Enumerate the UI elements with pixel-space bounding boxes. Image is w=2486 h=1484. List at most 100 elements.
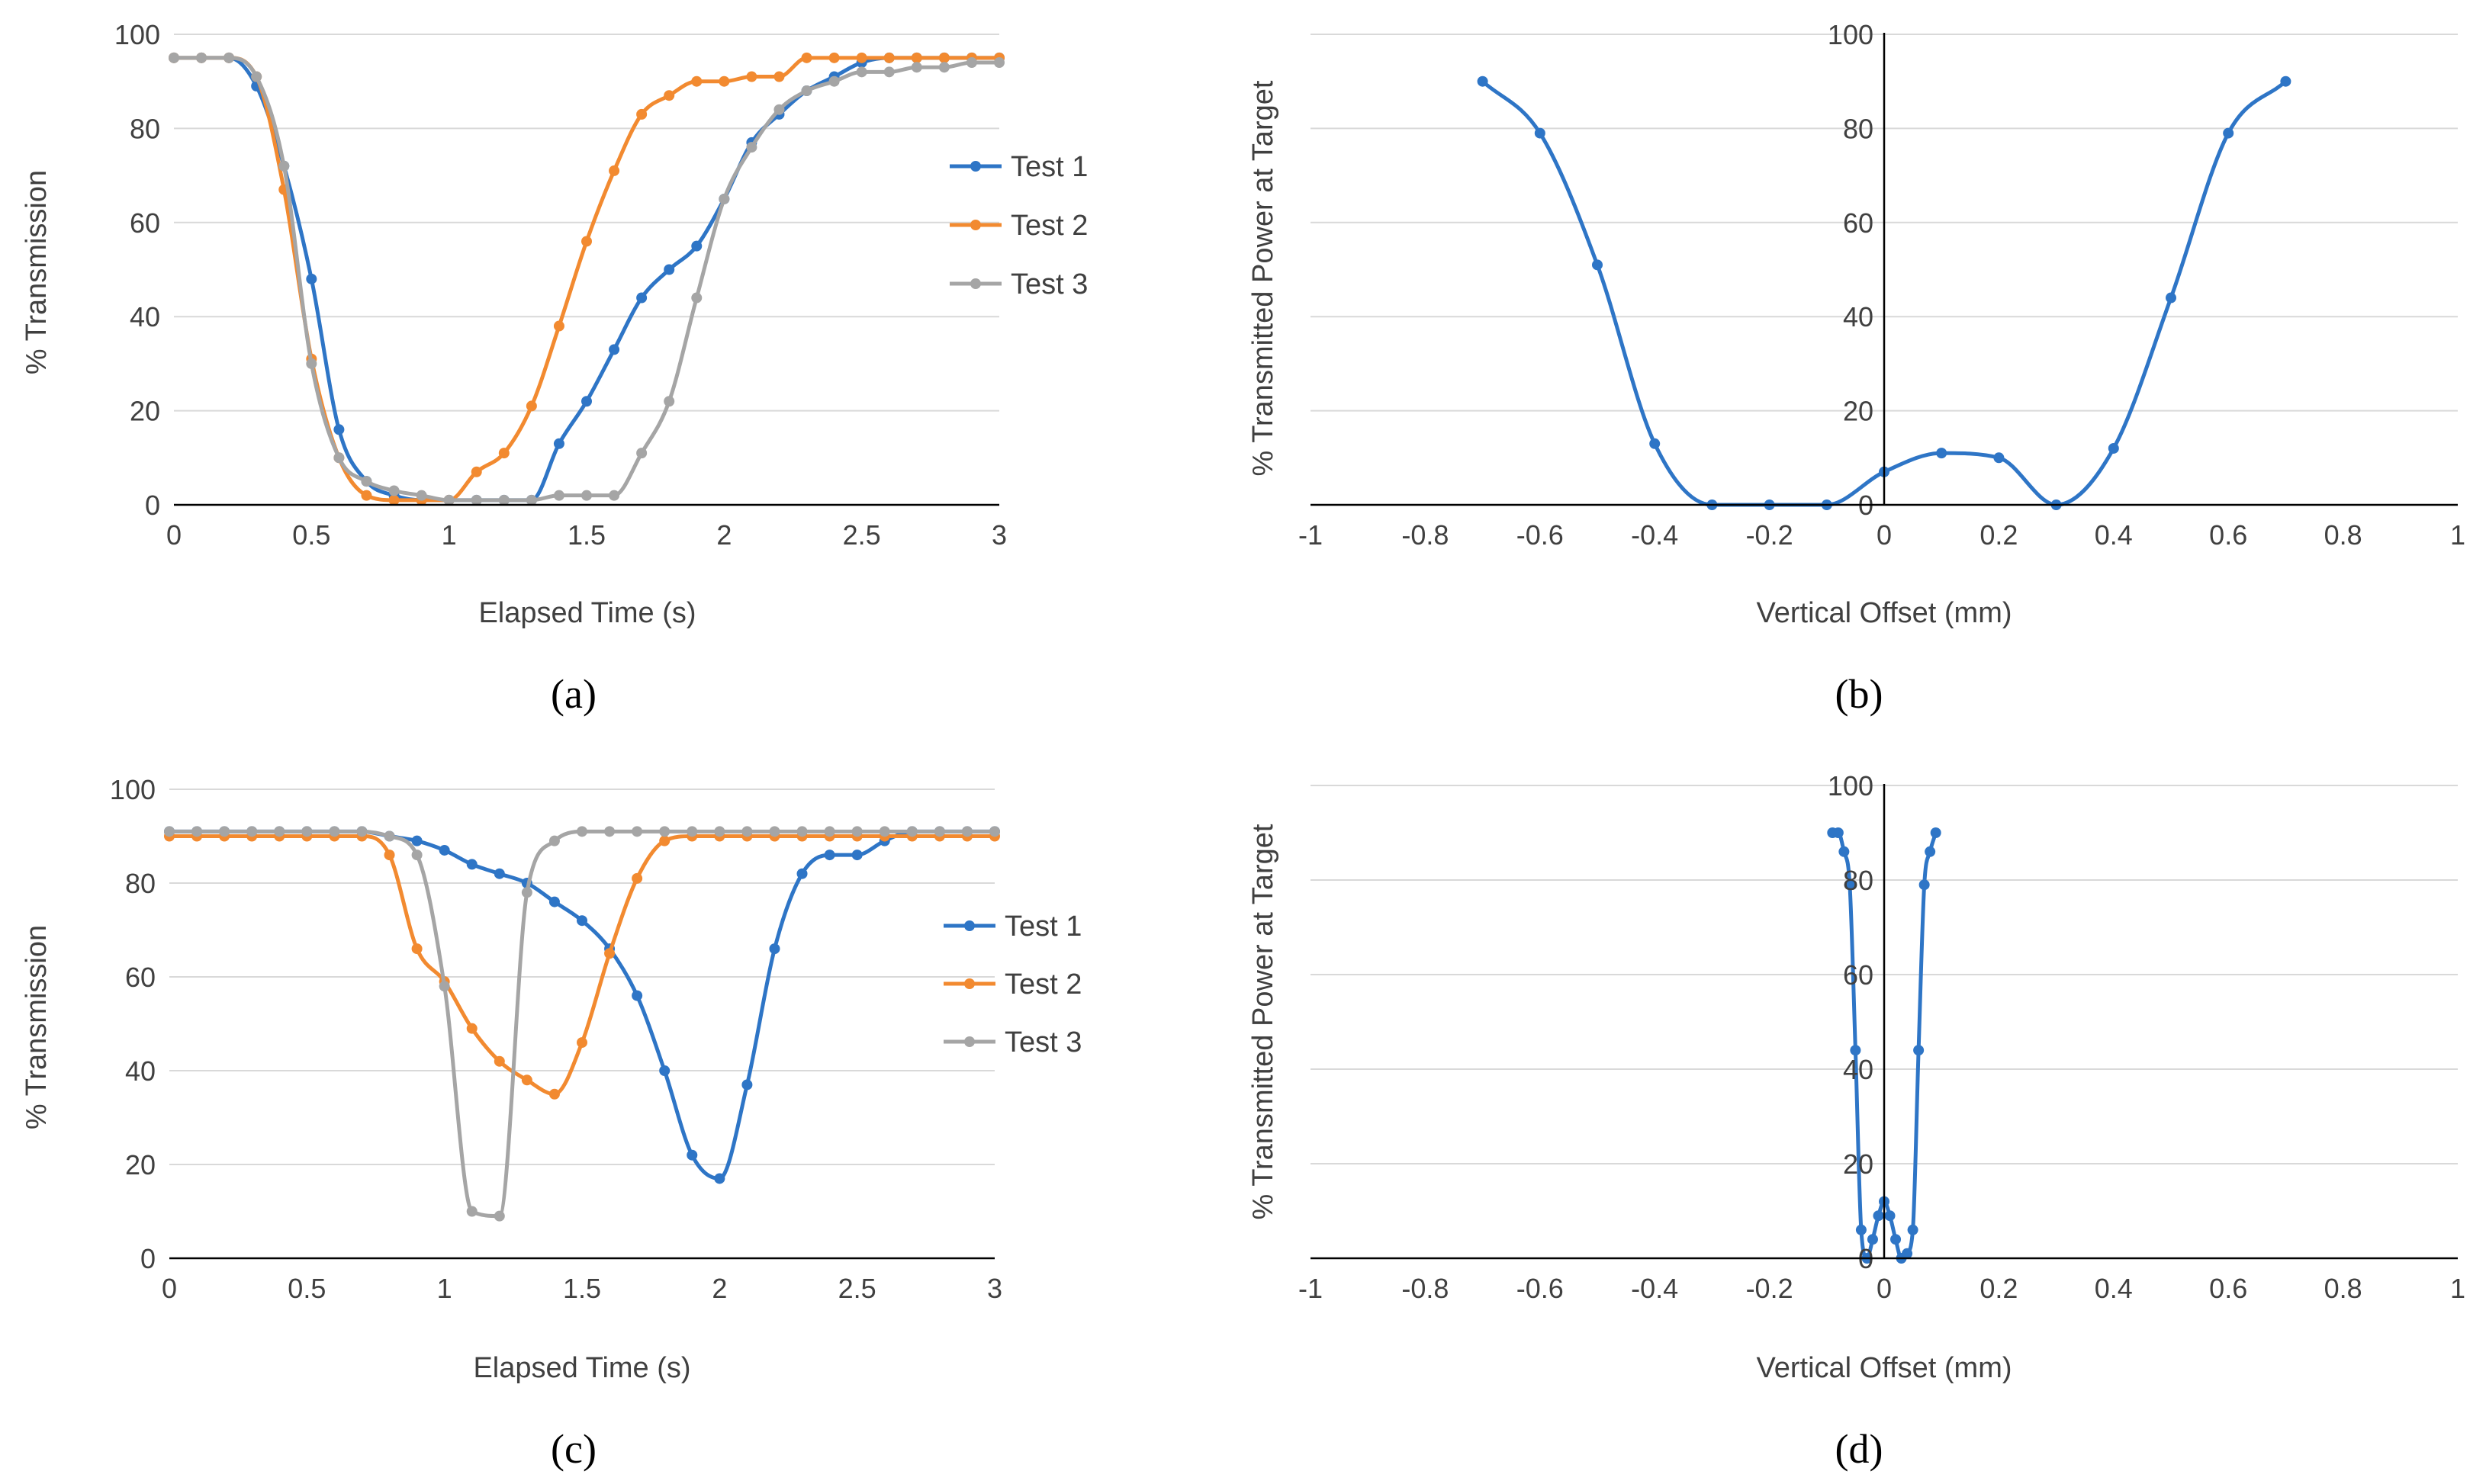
panel-c-data-point <box>329 826 340 837</box>
panel-c-data-point <box>466 1206 478 1217</box>
panel-a-data-point <box>361 476 372 487</box>
panel-d-data-point <box>1838 846 1850 857</box>
panel-d-x-tick-label: 0.6 <box>2209 1273 2247 1304</box>
panel-c-data-point <box>246 826 258 837</box>
panel-a-data-point <box>498 448 510 459</box>
panel-c-y-tick-label: 60 <box>125 962 156 993</box>
panel-a-legend: Test 1 Test 2 Test 3 <box>950 151 1088 300</box>
panel-c-data-point <box>906 826 918 837</box>
panel-b-x-tick-label: 0 <box>1877 519 1892 551</box>
panel-d-y-axis-title: % Transmitted Power at Target <box>1247 824 1279 1219</box>
panel-d-y-tick-label: 20 <box>1843 1148 1873 1180</box>
panel-a-data-point <box>801 85 812 97</box>
panel-c-data-point <box>796 868 808 879</box>
panel-a-data-point <box>581 490 592 501</box>
panel-d-x-tick-label: -1 <box>1298 1273 1323 1304</box>
panel-a-data-point <box>443 494 455 506</box>
panel-c-data-point <box>384 830 395 842</box>
panel-a-x-tick-label: 3 <box>992 519 1007 551</box>
panel-d-x-tick-label: 0.4 <box>2095 1273 2133 1304</box>
panel-d-x-tick-label: -0.6 <box>1516 1273 1564 1304</box>
panel-d-y-tick-label: 80 <box>1843 865 1873 896</box>
panel-a-data-point <box>361 490 372 501</box>
panel-c-axes: 0 20 40 60 80 100 0 0.5 1 1.5 2 2.5 3 <box>110 774 1002 1304</box>
panel-d-data-point <box>1925 846 1936 857</box>
panel-a-data-point <box>169 52 179 63</box>
panel-c-data-point <box>577 1037 587 1049</box>
panel-c-data-point <box>769 943 780 955</box>
panel-d-x-tick-label: -0.8 <box>1401 1273 1449 1304</box>
panel-a-data-point <box>773 104 785 115</box>
panel-a-x-tick-label: 1.5 <box>568 519 606 551</box>
panel-a-y-tick-label: 60 <box>130 207 160 239</box>
panel-c-x-tick-label: 1 <box>437 1273 452 1304</box>
panel-c-x-tick-label: 2 <box>712 1273 727 1304</box>
panel-a-series-line-1 <box>172 56 1002 503</box>
panel-b-x-tick-label: 0.4 <box>2095 519 2133 551</box>
panel-c-data-point <box>604 948 616 959</box>
panel-d-x-tick-label: 1 <box>2450 1273 2465 1304</box>
panel-a-data-point <box>966 57 977 69</box>
panel-a-data-point <box>306 273 317 284</box>
panel-b-y-tick-label: 60 <box>1843 207 1873 239</box>
panel-c-data-point <box>494 868 505 879</box>
panel-a-legend-label: Test 2 <box>1011 210 1088 242</box>
panel-a-y-tick-label: 40 <box>130 301 160 332</box>
panel-c-data-point <box>466 859 478 870</box>
panel-a-data-point <box>691 292 703 304</box>
panel-a-data-point <box>664 264 675 275</box>
panel-b-x-tick-label: -1 <box>1298 519 1323 551</box>
panel-a-data-point <box>333 452 345 464</box>
panel-a-y-tick-label: 0 <box>145 490 160 521</box>
panel-a-data-point <box>883 52 895 63</box>
panel-c-data-point <box>824 826 835 837</box>
panel-d-data-point <box>1913 1045 1925 1056</box>
panel-c-data-point <box>632 826 643 837</box>
panel-c-data-point <box>659 1065 671 1076</box>
panel-c-data-point <box>466 1023 478 1034</box>
panel-a-data-point <box>636 292 648 304</box>
panel-a-x-tick-label: 2 <box>716 519 732 551</box>
panel-c-legend-label: Test 1 <box>1005 911 1082 943</box>
panel-b-data-point <box>2166 292 2176 304</box>
panel-a-legend-marker <box>970 278 981 289</box>
panel-c-data-point <box>191 826 203 837</box>
panel-a-data-point <box>856 66 867 78</box>
panel-c-data-point <box>356 826 368 837</box>
panel-a-data-point <box>636 108 648 120</box>
panel-d-x-tick-label: -0.4 <box>1631 1273 1678 1304</box>
panel-b-data-point <box>1592 259 1603 271</box>
panel-b-data-point <box>2108 442 2119 454</box>
panel-c-data-point <box>384 850 395 861</box>
panel-a-data-point <box>938 52 950 63</box>
panel-a-data-point <box>306 358 317 369</box>
panel-c-y-tick-label: 80 <box>125 868 156 899</box>
panel-a-series <box>169 52 1005 506</box>
panel-b-x-tick-label: -0.2 <box>1746 519 1793 551</box>
panel-d-data-point <box>1907 1224 1918 1235</box>
panel-c-data-point <box>494 1210 505 1222</box>
panel-a-data-point <box>333 424 345 435</box>
panel-d-y-tick-label: 100 <box>1828 770 1873 801</box>
panel-d-data-point <box>1844 879 1855 891</box>
panel-d-x-tick-label: 0 <box>1877 1273 1892 1304</box>
panel-b-x-tick-label: 0.2 <box>1979 519 2018 551</box>
panel-a-x-tick-label: 2.5 <box>843 519 881 551</box>
panel-c-data-point <box>659 826 671 837</box>
panel-c-legend: Test 1 Test 2 Test 3 <box>944 911 1082 1058</box>
panel-c-y-tick-label: 40 <box>125 1055 156 1087</box>
panel-a-data-point <box>581 396 592 407</box>
panel-c-data-point <box>439 981 450 992</box>
panel-b-x-tick-label: -0.6 <box>1516 519 1564 551</box>
panel-d-data-point <box>1918 879 1930 891</box>
panel-c-data-point <box>604 826 616 837</box>
panel-c-x-tick-label: 0.5 <box>288 1273 326 1304</box>
panel-a-data-point <box>719 193 730 204</box>
panel-b-caption: (b) <box>1835 671 1883 717</box>
panel-a-chart: 0 20 40 60 80 100 0 0.5 1 1.5 2 2.5 3 Elapsed Time (… <box>21 19 1088 717</box>
panel-b-data-point <box>1936 448 1947 459</box>
